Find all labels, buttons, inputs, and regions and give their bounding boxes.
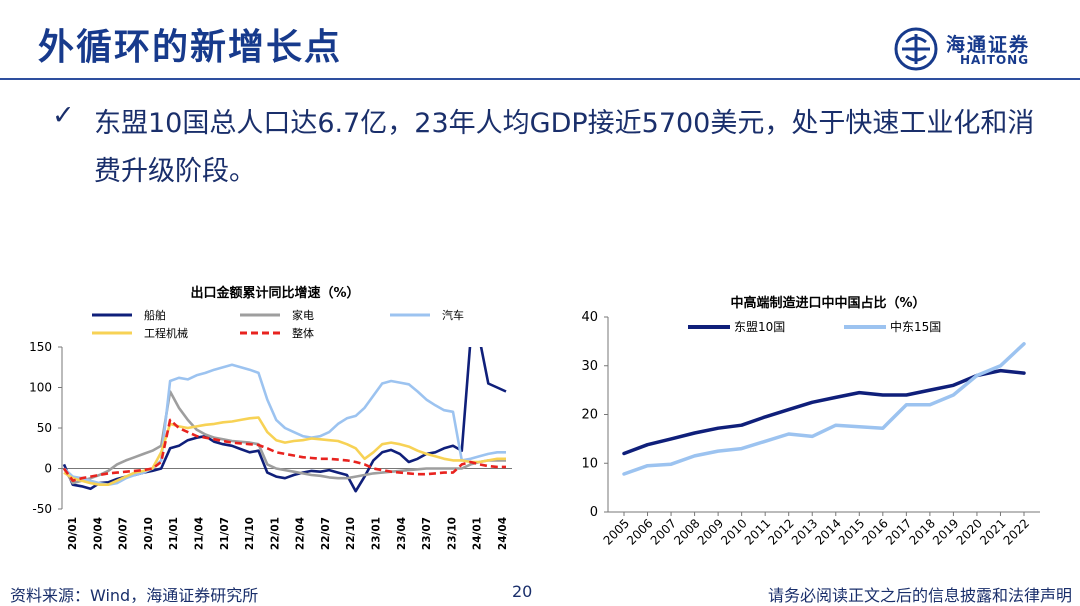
legend-label-2: 家电: [292, 308, 314, 322]
x-tick-label: 2021: [977, 516, 1008, 547]
x-tick-label: 2019: [930, 516, 961, 547]
x-tick-label: 22/07: [320, 517, 332, 550]
x-tick-label: 20/01: [67, 517, 79, 550]
legend-label-1: 东盟10国: [734, 320, 785, 334]
series-line-4: [63, 416, 506, 486]
x-tick-label: 22/01: [269, 517, 281, 550]
x-tick-label: 24/04: [497, 517, 509, 550]
chart-title: 中高端制造进口中中国占比（%）: [730, 295, 925, 311]
y-tick-label: 40: [581, 310, 598, 325]
x-tick-label: 2006: [624, 516, 655, 547]
x-tick-label: 2014: [812, 516, 843, 547]
y-tick-label: 150: [29, 340, 52, 354]
haitong-logo-icon: [894, 27, 938, 71]
y-tick-label: 20: [581, 408, 598, 423]
y-tick-label: 0: [44, 462, 52, 476]
x-tick-label: 2009: [695, 516, 726, 547]
legend-label-2: 中东15国: [890, 319, 941, 334]
x-tick-label: 21/04: [193, 517, 205, 550]
series-line-2: [62, 390, 506, 485]
x-tick-label: 21/07: [219, 517, 231, 550]
x-tick-label: 21/01: [168, 517, 180, 550]
china-share-chart: 中高端制造进口中中国占比（%）东盟10国 中东15国010203040200520…: [581, 295, 1040, 548]
y-tick-label: 50: [37, 421, 52, 435]
legend-label-4: 工程机械: [144, 326, 188, 340]
series-line-5: [62, 418, 506, 482]
x-tick-label: 22/04: [295, 517, 307, 550]
x-tick-label: 2011: [742, 516, 773, 547]
series-line-2: [622, 342, 1026, 476]
x-tick-label: 2012: [765, 516, 796, 547]
title-underline: [0, 78, 1080, 80]
x-tick-label: 21/10: [244, 517, 256, 550]
legend-label-3: 汽车: [442, 308, 464, 322]
page-number: 20: [512, 582, 533, 601]
legend-label-1: 船舶: [144, 308, 166, 322]
series-line-3: [63, 363, 506, 486]
y-tick-label: 10: [581, 456, 598, 471]
x-tick-label: 23/04: [396, 517, 408, 550]
logo-text: 海通证券: [946, 34, 1031, 56]
x-tick-label: 20/04: [92, 517, 104, 550]
page-title: 外循环的新增长点: [38, 27, 343, 68]
x-tick-label: 20/10: [143, 517, 155, 550]
x-tick-label: 2022: [1001, 516, 1032, 547]
source-note: 资料来源：Wind，海通证券研究所: [10, 586, 259, 605]
x-tick-label: 2010: [718, 516, 749, 547]
x-tick-label: 23/10: [446, 517, 458, 550]
x-tick-label: 2016: [859, 516, 890, 547]
x-tick-label: 22/10: [345, 517, 357, 550]
x-tick-label: 23/07: [421, 517, 433, 550]
logo-subtext: HAITONG: [960, 53, 1030, 67]
bullet-text: 东盟10国总人口达6.7亿，23年人均GDP接近5700美元，处于快速工业化和消…: [94, 108, 1035, 187]
x-tick-label: 2020: [954, 516, 985, 547]
disclaimer-note: 请务必阅读正文之后的信息披露和法律声明: [767, 586, 1072, 605]
y-tick-label: -50: [32, 502, 52, 516]
x-tick-label: 24/01: [472, 517, 484, 550]
chart-title: 出口金额累计同比增速（%）: [190, 285, 359, 301]
x-tick-label: 20/07: [118, 517, 130, 550]
x-tick-label: 2018: [907, 516, 938, 547]
y-tick-label: 100: [29, 381, 52, 395]
x-tick-label: 23/01: [371, 517, 383, 550]
legend-label-5: 整体: [292, 326, 314, 340]
x-tick-label: 2005: [601, 516, 632, 547]
x-tick-label: 2015: [836, 516, 867, 547]
check-icon: ✓: [52, 100, 75, 131]
series-line-1: [622, 368, 1026, 456]
x-tick-label: 2017: [883, 516, 914, 547]
y-tick-label: 30: [581, 359, 598, 374]
x-tick-label: 2013: [789, 516, 820, 547]
x-tick-label: 2007: [648, 516, 679, 547]
x-tick-label: 2008: [671, 516, 702, 547]
y-tick-label: 0: [590, 505, 598, 520]
